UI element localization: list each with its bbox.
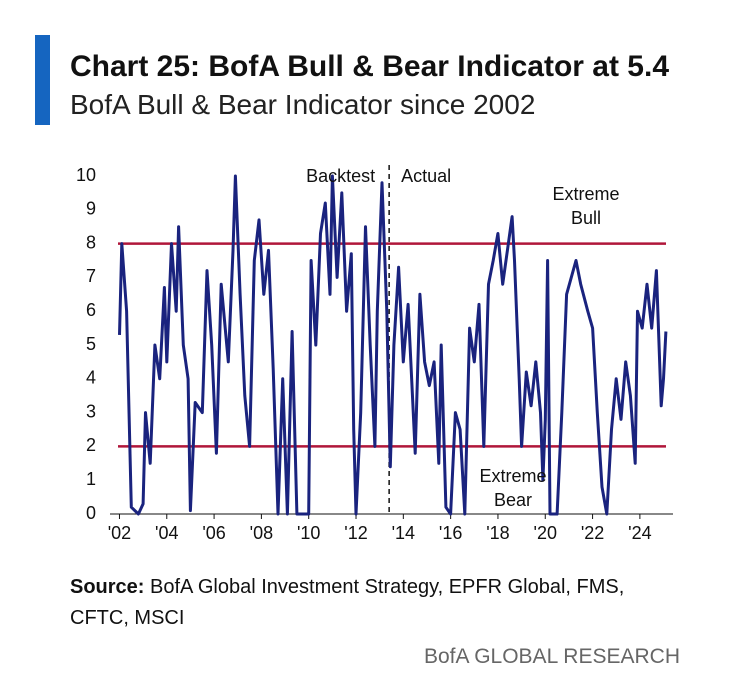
x-tick-label: '10	[297, 523, 320, 543]
source: Source: BofA Global Investment Strategy,…	[70, 576, 624, 598]
y-tick-label: 4	[86, 368, 96, 388]
source-text: BofA Global Investment Strategy, EPFR Gl…	[150, 576, 624, 598]
y-tick-label: 0	[86, 503, 96, 523]
y-tick-label: 8	[86, 232, 96, 252]
x-tick-label: '08	[250, 523, 273, 543]
x-tick-label: '04	[155, 523, 178, 543]
x-tick-label: '02	[108, 523, 131, 543]
source-text: CFTC, MSCI	[70, 607, 184, 629]
x-tick-label: '20	[534, 523, 557, 543]
annotation: Bull	[571, 208, 601, 228]
chart-subtitle: BofA Bull & Bear Indicator since 2002	[70, 89, 535, 120]
y-tick-label: 7	[86, 266, 96, 286]
indicator-line	[118, 174, 668, 516]
y-tick-label: 3	[86, 401, 96, 421]
source-label: Source:	[70, 576, 144, 598]
y-tick-label: 6	[86, 300, 96, 320]
footer: BofA GLOBAL RESEARCH	[424, 645, 680, 668]
accent-bar	[35, 35, 50, 125]
x-tick-label: '24	[628, 523, 651, 543]
x-tick-label: '14	[392, 523, 415, 543]
x-tick-label: '18	[486, 523, 509, 543]
annotation: Bear	[494, 490, 532, 510]
x-tick-label: '16	[439, 523, 462, 543]
y-tick-label: 5	[86, 334, 96, 354]
annotation: Backtest	[306, 166, 375, 186]
x-tick-label: '06	[202, 523, 225, 543]
x-tick-label: '22	[581, 523, 604, 543]
y-tick-label: 2	[86, 435, 96, 455]
y-tick-label: 1	[86, 469, 96, 489]
x-tick-label: '12	[344, 523, 367, 543]
chart-title: Chart 25: BofA Bull & Bear Indicator at …	[70, 50, 669, 83]
annotation: Extreme	[479, 466, 546, 486]
annotation: Actual	[401, 166, 451, 186]
y-tick-label: 10	[76, 165, 96, 185]
y-tick-label: 9	[86, 199, 96, 219]
annotation: Extreme	[552, 184, 619, 204]
